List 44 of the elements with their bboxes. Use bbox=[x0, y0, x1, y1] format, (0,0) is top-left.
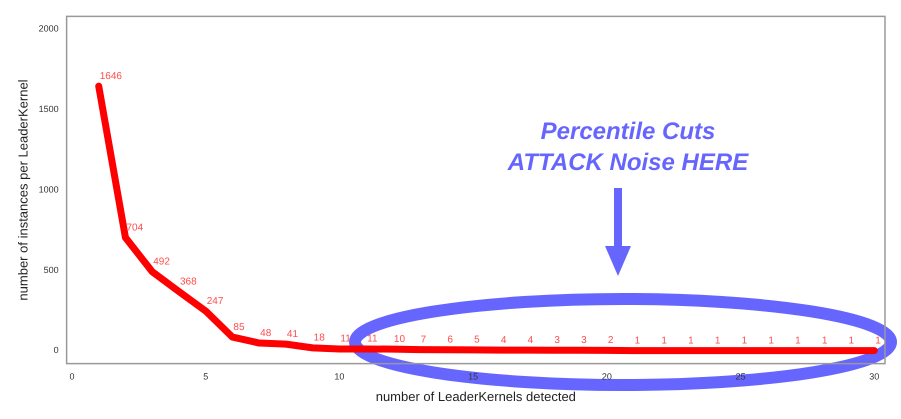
data-label: 1 bbox=[875, 335, 882, 346]
data-label: 3 bbox=[554, 335, 560, 346]
data-label: 10 bbox=[394, 334, 406, 345]
data-label: 4 bbox=[528, 334, 534, 346]
data-label: 1 bbox=[661, 335, 668, 346]
data-label: 3 bbox=[581, 335, 588, 346]
data-label: 2 bbox=[608, 335, 614, 346]
data-label: 11 bbox=[367, 334, 378, 345]
data-label: 6 bbox=[447, 334, 454, 346]
data-label: 41 bbox=[286, 328, 298, 340]
data-label: 368 bbox=[180, 276, 198, 288]
data-label: 5 bbox=[474, 334, 480, 346]
x-tick-label: 5 bbox=[203, 371, 208, 382]
x-tick-label: 15 bbox=[468, 371, 478, 382]
data-label: 7 bbox=[420, 334, 427, 346]
data-label: 4 bbox=[500, 334, 507, 346]
x-tick-label: 10 bbox=[334, 371, 344, 382]
data-label: 1646 bbox=[100, 70, 122, 82]
data-label: 1 bbox=[742, 335, 748, 346]
data-label: 492 bbox=[153, 256, 170, 268]
data-label: 1 bbox=[688, 335, 694, 346]
data-label: 18 bbox=[314, 332, 326, 344]
data-label: 48 bbox=[260, 328, 272, 339]
y-tick-label: 2000 bbox=[38, 24, 59, 34]
data-label: 704 bbox=[126, 222, 144, 234]
data-label: 247 bbox=[206, 296, 224, 307]
y-axis-title: number of instances per LeaderKernel bbox=[15, 79, 30, 301]
data-label: 1 bbox=[714, 335, 721, 346]
data-label: 1 bbox=[848, 335, 855, 346]
data-label: 1 bbox=[768, 335, 774, 346]
data-label: 85 bbox=[233, 322, 245, 333]
y-tick-label: 500 bbox=[44, 264, 59, 275]
x-axis-title: number of LeaderKernels detected bbox=[376, 388, 576, 404]
data-label: 1 bbox=[822, 335, 828, 346]
data-label: 1 bbox=[634, 335, 641, 346]
x-tick-label: 25 bbox=[736, 371, 746, 382]
y-tick-label: 0 bbox=[54, 345, 59, 356]
x-tick-label: 20 bbox=[602, 371, 612, 382]
annotation: Percentile Cuts ATTACK Noise HERE bbox=[506, 117, 750, 178]
y-tick-label: 1000 bbox=[38, 184, 59, 194]
y-tick-label: 1500 bbox=[38, 104, 59, 114]
x-tick-label: 30 bbox=[869, 371, 880, 382]
x-tick-label: 0 bbox=[69, 371, 74, 382]
data-label: 1 bbox=[795, 335, 802, 346]
